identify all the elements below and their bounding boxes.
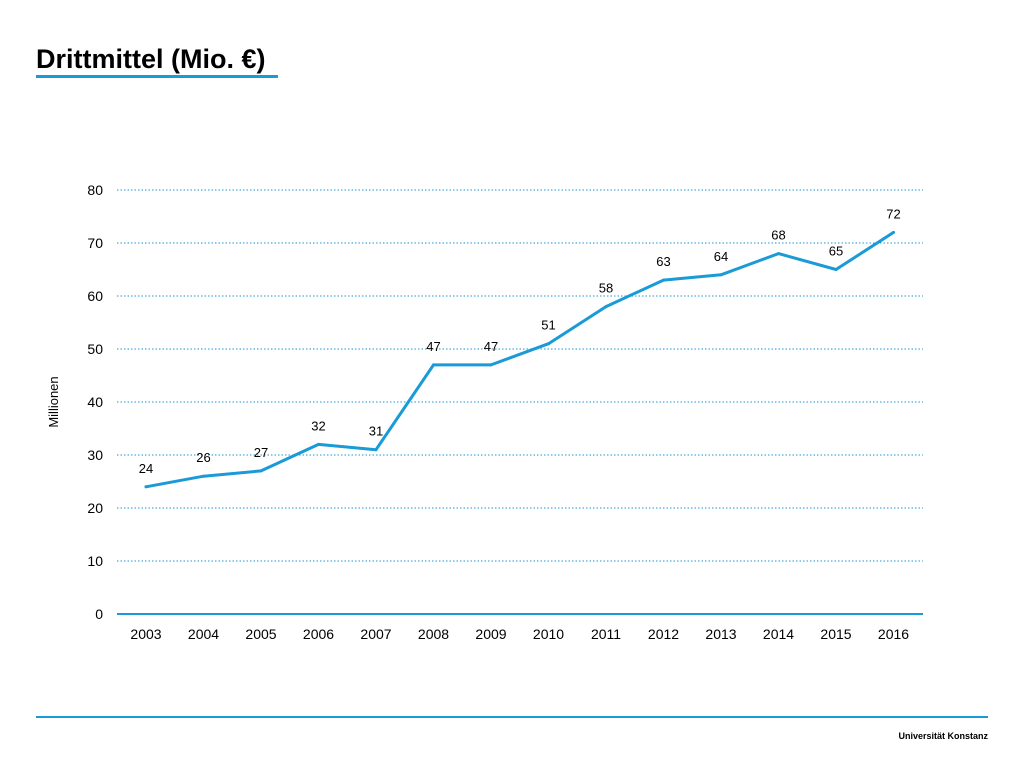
x-tick-label: 2005	[245, 626, 276, 642]
y-tick-label: 10	[87, 553, 103, 569]
data-point	[489, 363, 493, 367]
x-tick-label: 2006	[303, 626, 334, 642]
y-tick-label: 60	[87, 288, 103, 304]
data-label: 26	[196, 450, 210, 465]
series-polyline	[144, 230, 895, 489]
x-tick-label: 2007	[360, 626, 391, 642]
y-tick-label: 70	[87, 235, 103, 251]
y-tick-label: 0	[95, 606, 103, 622]
y-axis-label: Millionen	[46, 376, 61, 427]
x-tick-label: 2004	[188, 626, 219, 642]
y-tick-label: 30	[87, 447, 103, 463]
data-point	[317, 442, 320, 446]
x-axis-tick-labels: 2003 2004 2005 2006 2007 2008 2009 2010 2011 2012…	[130, 626, 909, 642]
x-tick-label: 2015	[820, 626, 851, 642]
data-point	[892, 230, 895, 234]
gridlines	[117, 189, 923, 615]
y-tick-label: 20	[87, 500, 103, 516]
data-point	[432, 363, 435, 367]
data-point	[547, 342, 550, 346]
data-point	[834, 268, 838, 271]
data-label: 72	[886, 206, 900, 221]
data-label: 51	[541, 318, 555, 333]
data-label: 58	[599, 281, 613, 296]
page-title: Drittmittel (Mio. €)	[36, 44, 266, 74]
data-label: 27	[254, 445, 268, 460]
data-point	[719, 273, 723, 277]
data-label: 63	[656, 254, 670, 269]
data-label: 68	[771, 228, 785, 243]
y-tick-label: 50	[87, 341, 103, 357]
data-point	[374, 448, 378, 452]
data-point	[144, 485, 148, 489]
title-underline	[36, 75, 278, 78]
x-tick-label: 2008	[418, 626, 449, 642]
data-point	[662, 278, 665, 282]
y-tick-label: 40	[87, 394, 103, 410]
data-point	[777, 252, 780, 256]
x-tick-label: 2012	[648, 626, 679, 642]
x-tick-label: 2014	[763, 626, 794, 642]
data-point	[604, 305, 608, 309]
data-label: 64	[714, 249, 728, 264]
y-axis-tick-labels: 0 10 20 30 40 50 60 70 80	[87, 182, 103, 622]
footer-divider	[36, 716, 988, 718]
footer-institution: Universität Konstanz	[898, 731, 988, 741]
x-tick-label: 2011	[591, 626, 621, 642]
data-label: 31	[369, 424, 383, 439]
series-line	[144, 230, 895, 489]
data-label: 47	[484, 339, 498, 354]
data-label: 32	[311, 418, 325, 433]
y-tick-label: 80	[87, 182, 103, 198]
data-labels: 24 26 27 32 31 47 47 51 58 63 64 68 65 72	[139, 206, 901, 475]
x-tick-label: 2010	[533, 626, 564, 642]
data-label: 47	[426, 339, 440, 354]
x-tick-label: 2013	[705, 626, 736, 642]
data-label: 65	[829, 244, 843, 259]
data-point	[259, 469, 263, 473]
x-tick-label: 2009	[475, 626, 506, 642]
x-tick-label: 2003	[130, 626, 161, 642]
data-point	[202, 474, 205, 478]
x-tick-label: 2016	[878, 626, 909, 642]
data-label: 24	[139, 461, 153, 476]
